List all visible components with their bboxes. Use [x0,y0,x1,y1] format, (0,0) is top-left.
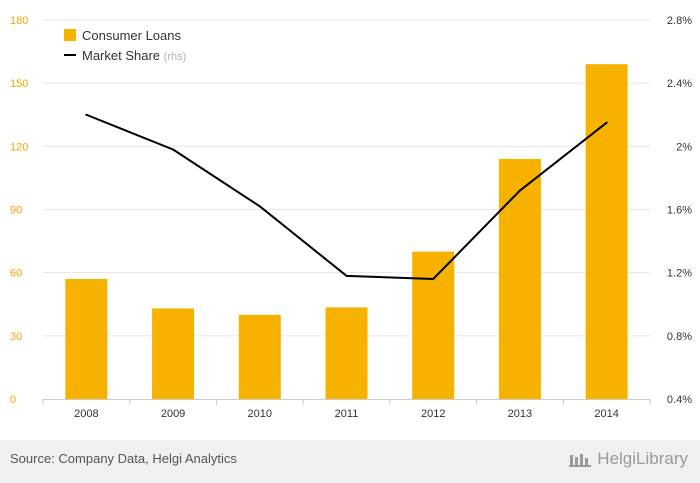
source-text: Source: Company Data, Helgi Analytics [10,451,237,466]
line-point [345,274,348,277]
y-tick-label-left: 180 [10,15,28,27]
y-tick-label-right: 1.2% [667,268,692,280]
line-point [85,113,88,116]
grid-layer [43,19,650,337]
x-tick-label: 2013 [508,408,532,420]
line-point [605,121,608,124]
brand-logo[interactable]: HelgiLibrary [569,449,688,469]
y-tick-label-left: 120 [10,141,28,153]
y-tick-label-right: 1.6% [667,205,692,217]
x-tick-label: 2008 [74,408,98,420]
line-point [432,277,435,280]
legend-line-name: Market Share [82,48,160,63]
y-tick-label-left: 0 [10,394,16,406]
y-tick-label-right: 2% [676,141,692,153]
axis-layer: 0 30 60 90 120 150 180 0.4% 0.8% 1.2% 1.6% 2% 2.4% 2.… [10,15,692,420]
bar [238,314,281,399]
bar [498,158,541,399]
y-tick-label-left: 60 [10,268,22,280]
bar [412,251,455,399]
x-tick-label: 2012 [421,408,445,420]
x-tick-label: 2010 [248,408,272,420]
line-point [172,148,175,151]
y-tick-label-right: 2.4% [667,78,692,90]
bar [152,308,195,399]
y-tick-label-right: 2.8% [667,15,692,27]
line-point [518,189,521,192]
y-tick-label-left: 150 [10,78,28,90]
bar-layer [65,64,628,399]
bar [585,64,628,399]
legend-line-label: Market Share (rhs) [82,48,186,63]
x-tick-label: 2014 [594,408,618,420]
legend: Consumer Loans Market Share (rhs) [64,28,186,63]
y-tick-label-left: 30 [10,331,22,343]
library-icon [569,454,592,467]
line-point [258,205,261,208]
y-tick-label-right: 0.8% [667,331,692,343]
bar [325,307,368,399]
x-tick-label: 2009 [161,408,185,420]
legend-bar-label: Consumer Loans [82,28,181,43]
chart-svg: 0 30 60 90 120 150 180 0.4% 0.8% 1.2% 1.6% 2% 2.4% 2.… [10,15,692,420]
y-tick-label-left: 90 [10,205,22,217]
legend-bar-swatch [64,29,76,41]
x-tick-label: 2011 [335,408,359,420]
line-layer [85,113,608,280]
bar [65,278,108,399]
footer: Source: Company Data, Helgi Analytics He… [0,440,700,483]
y-tick-label-right: 0.4% [667,394,692,406]
brand-name: HelgiLibrary [597,449,688,468]
legend-line-suffix: (rhs) [164,51,187,63]
